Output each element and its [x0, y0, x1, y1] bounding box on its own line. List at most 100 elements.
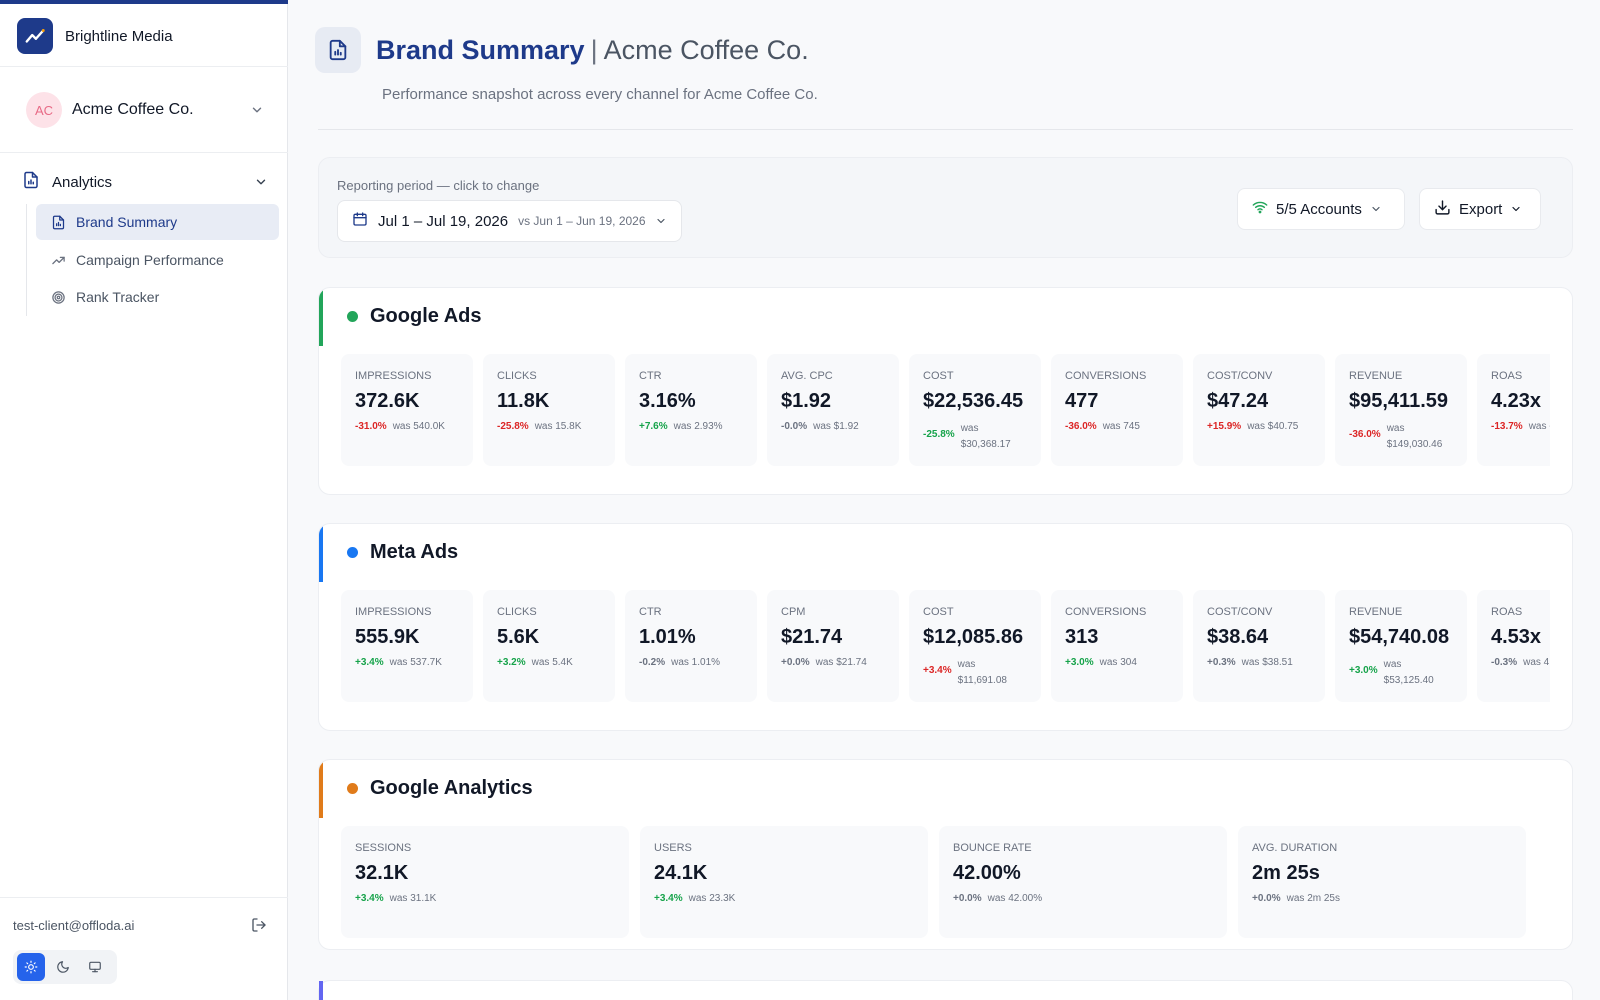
metric-change: +3.4%: [355, 893, 384, 904]
chevron-down-icon: [254, 175, 268, 189]
metric-delta: -0.0% was $1.92: [781, 421, 899, 432]
chevron-down-icon: [1370, 203, 1382, 215]
metric-label: REVENUE: [1349, 606, 1403, 618]
metric-delta: -36.0% was $149,030.46: [1349, 421, 1467, 453]
nav-section-analytics[interactable]: Analytics: [22, 170, 268, 194]
accounts-label: 5/5 Accounts: [1276, 200, 1362, 218]
channel-card-next: [318, 980, 1573, 1000]
user-email: test-client@offloda.ai: [13, 918, 135, 933]
metrics-row: IMPRESSIONS 372.6K -31.0% was 540.0K CLICKS 1…: [341, 354, 1550, 466]
page-title-text: Brand Summary: [376, 35, 585, 65]
metric-tile: USERS 24.1K +3.4% was 23.3K: [640, 826, 928, 938]
main-content: Brand Summary | Acme Coffee Co. Performanc…: [288, 0, 1600, 1000]
metric-tile: REVENUE $54,740.08 +3.0% was $53,125.40: [1335, 590, 1467, 702]
metric-label: CTR: [639, 606, 662, 618]
metric-previous: was $1.92: [813, 421, 859, 432]
metric-delta: +3.2% was 5.4K: [497, 657, 615, 668]
metric-change: +15.9%: [1207, 421, 1242, 432]
metric-tile: CLICKS 11.8K -25.8% was 15.8K: [483, 354, 615, 466]
metric-change: +0.3%: [1207, 657, 1236, 668]
metric-label: AVG. CPC: [781, 370, 833, 382]
metric-label: IMPRESSIONS: [355, 370, 432, 382]
metric-previous: was 4: [1523, 657, 1550, 668]
trending-up-icon: [50, 252, 66, 268]
channel-card-meta-ads: Meta Ads IMPRESSIONS 555.9K +3.4% was 537.7…: [318, 523, 1573, 731]
nav-section-label: Analytics: [52, 173, 113, 191]
metric-value: $54,740.08: [1349, 626, 1450, 648]
channel-header: Google Analytics: [347, 777, 533, 800]
metric-previous: was 304: [1099, 657, 1137, 668]
metric-change: +7.6%: [639, 421, 668, 432]
export-button[interactable]: Export: [1419, 188, 1541, 230]
calendar-icon: [352, 211, 368, 232]
date-range-picker[interactable]: Jul 1 – Jul 19, 2026 vs Jun 1 – Jun 19, …: [337, 200, 682, 242]
channel-accent-bar: [319, 760, 323, 818]
metric-value: $22,536.45: [923, 390, 1024, 412]
metric-previous: was -: [1528, 421, 1550, 432]
logout-icon[interactable]: [251, 917, 267, 938]
sidebar-item-brand-summary[interactable]: Brand Summary: [36, 204, 279, 240]
client-switcher[interactable]: AC Acme Coffee Co.: [26, 91, 264, 129]
divider: [0, 66, 288, 67]
metric-value: 3.16%: [639, 390, 696, 412]
metric-label: ROAS: [1491, 606, 1523, 618]
channel-card-google-analytics: Google Analytics SESSIONS 32.1K +3.4% was 3…: [318, 759, 1573, 950]
metric-tile: AVG. DURATION 2m 25s +0.0% was 2m 25s: [1238, 826, 1526, 938]
metric-value: 24.1K: [654, 862, 708, 884]
metric-value: $38.64: [1207, 626, 1269, 648]
metric-change: -36.0%: [1065, 421, 1097, 432]
metric-tile: CTR 1.01% -0.2% was 1.01%: [625, 590, 757, 702]
metric-value: 372.6K: [355, 390, 420, 412]
sidebar-item-rank-tracker[interactable]: Rank Tracker: [36, 279, 279, 315]
metric-tile: COST $22,536.45 -25.8% was $30,368.17: [909, 354, 1041, 466]
metric-delta: +0.0% was 42.00%: [953, 893, 1227, 904]
metric-value: 2m 25s: [1252, 862, 1320, 884]
metric-tile: COST/CONV $47.24 +15.9% was $40.75: [1193, 354, 1325, 466]
monitor-icon[interactable]: [81, 953, 109, 981]
sidebar-accent-bar: [0, 0, 288, 4]
accounts-button[interactable]: 5/5 Accounts: [1237, 188, 1405, 230]
date-range: Jul 1 – Jul 19, 2026: [378, 212, 509, 230]
metric-change: +3.0%: [1065, 657, 1094, 668]
file-chart-icon: [50, 214, 66, 230]
metric-previous: was $53,125.40: [1383, 659, 1434, 686]
chevron-down-icon: [655, 215, 667, 227]
metric-label: REVENUE: [1349, 370, 1403, 382]
metric-delta: -13.7% was -: [1491, 421, 1550, 432]
metric-change: -31.0%: [355, 421, 387, 432]
metric-tile: COST/CONV $38.64 +0.3% was $38.51: [1193, 590, 1325, 702]
metric-change: -36.0%: [1349, 429, 1381, 440]
metric-delta: +7.6% was 2.93%: [639, 421, 757, 432]
sidebar-item-campaign-performance[interactable]: Campaign Performance: [36, 242, 279, 278]
sun-icon[interactable]: [17, 953, 45, 981]
metric-previous: was 31.1K: [389, 893, 437, 904]
download-icon: [1434, 199, 1451, 220]
metric-tile: CPM $21.74 +0.0% was $21.74: [767, 590, 899, 702]
metric-change: -13.7%: [1491, 421, 1523, 432]
metric-change: +0.0%: [1252, 893, 1281, 904]
metric-change: -0.2%: [639, 657, 666, 668]
metric-value: $12,085.86: [923, 626, 1024, 648]
metric-delta: -0.3% was 4: [1491, 657, 1550, 668]
metric-previous: was 23.3K: [688, 893, 736, 904]
brand[interactable]: Brightline Media: [17, 18, 173, 54]
sidebar-item-label: Rank Tracker: [76, 289, 160, 305]
client-name: Acme Coffee Co.: [72, 101, 194, 118]
chevron-down-icon: [250, 103, 264, 117]
metric-change: -25.8%: [497, 421, 529, 432]
metric-previous: was 2.93%: [673, 421, 723, 432]
metric-delta: +0.0% was $21.74: [781, 657, 899, 668]
metric-delta: -31.0% was 540.0K: [355, 421, 473, 432]
nav-tree-line: [26, 204, 27, 316]
metric-change: -0.0%: [781, 421, 808, 432]
metric-label: COST: [923, 606, 954, 618]
moon-icon[interactable]: [49, 953, 77, 981]
channel-card-google-ads: Google Ads IMPRESSIONS 372.6K -31.0% was 54…: [318, 287, 1573, 495]
metric-value: 11.8K: [497, 390, 550, 412]
metric-change: -25.8%: [923, 429, 955, 440]
metric-value: 4.53x: [1491, 626, 1542, 648]
metric-delta: +15.9% was $40.75: [1207, 421, 1325, 432]
divider: [0, 152, 288, 153]
channel-status-dot: [347, 783, 358, 794]
metric-tile: COST $12,085.86 +3.4% was $11,691.08: [909, 590, 1041, 702]
